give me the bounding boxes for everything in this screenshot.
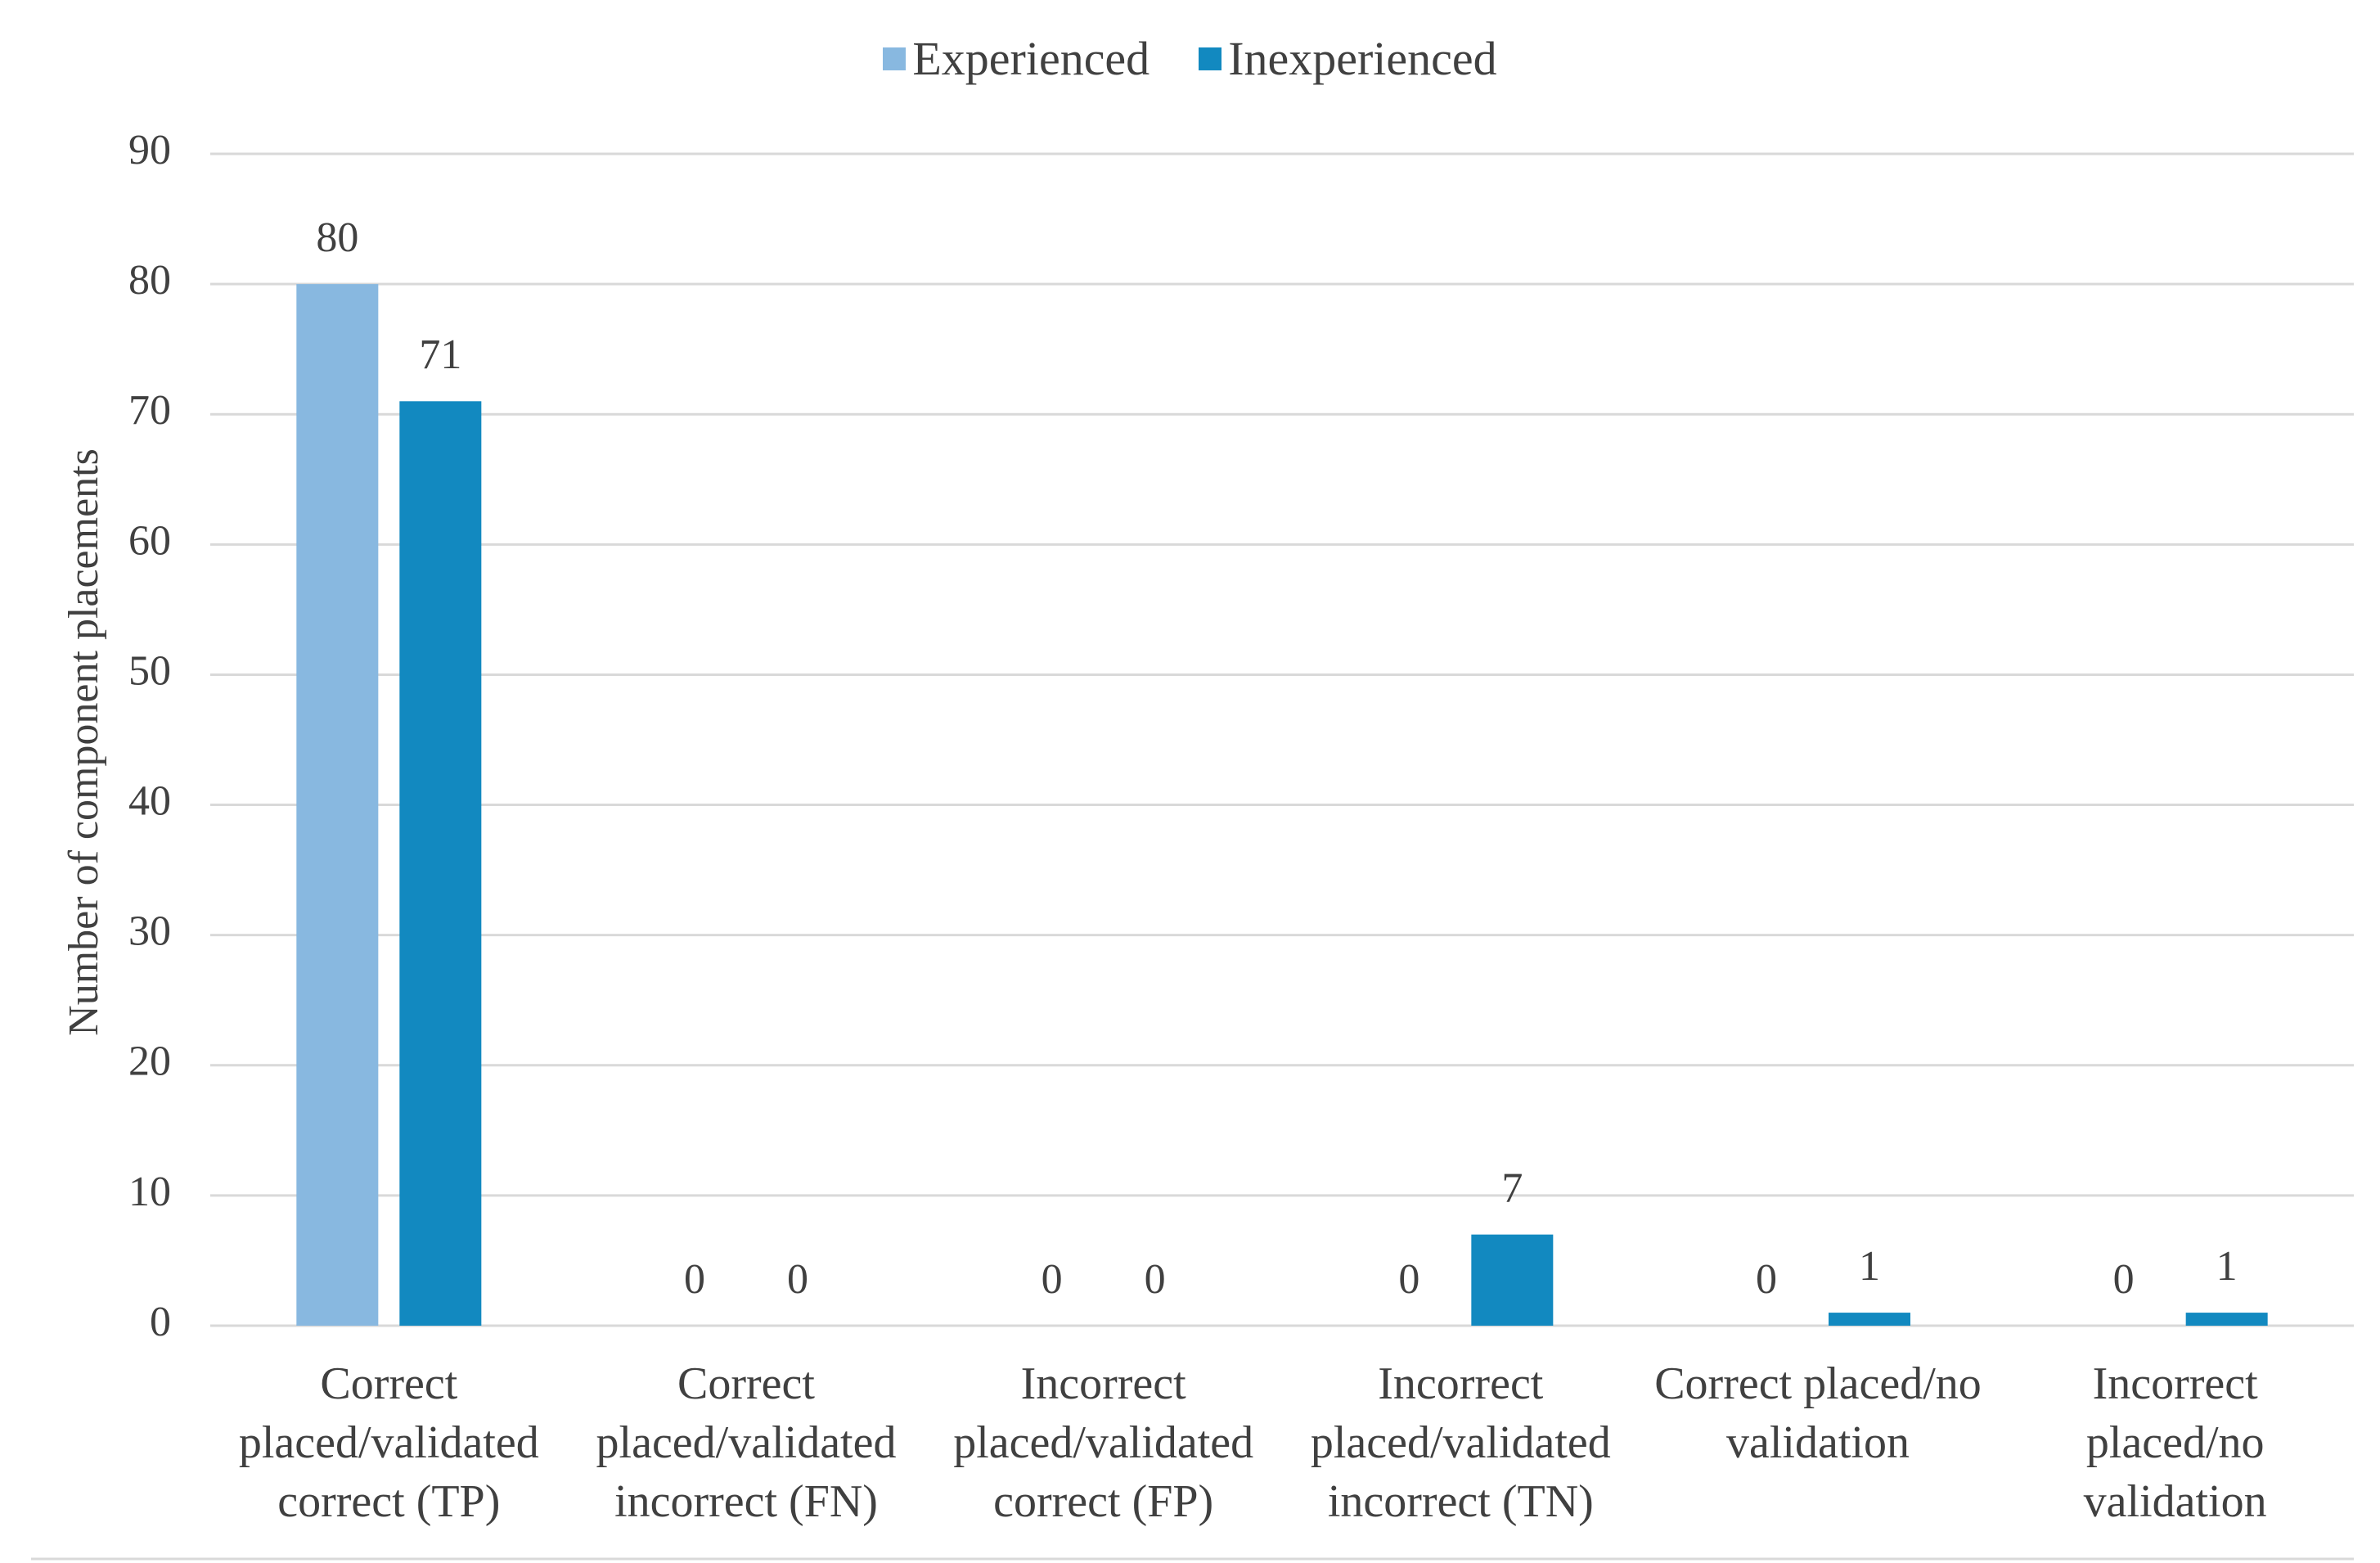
legend-label: Inexperienced: [1228, 32, 1497, 85]
legend-item: Experienced: [883, 31, 1150, 86]
value-label: 1: [2216, 1243, 2238, 1290]
value-label: 80: [316, 214, 358, 261]
legend-label: Experienced: [912, 32, 1150, 85]
value-label: 0: [1042, 1256, 1063, 1303]
x-tick-label: Incorrect placed/validated correct (FP): [953, 1358, 1254, 1527]
x-tick-label: Incorrect placed/no validation: [2083, 1358, 2267, 1527]
x-tick-label: Incorrect placed/validated incorrect (TN…: [1310, 1358, 1611, 1527]
value-label: 71: [419, 331, 461, 378]
legend-swatch: [883, 47, 907, 70]
value-label: 7: [1501, 1165, 1523, 1212]
y-tick-label: 40: [128, 777, 171, 824]
y-axis-title: Number of component placements: [61, 448, 107, 1036]
bar: [399, 401, 482, 1327]
bar: [2185, 1313, 2268, 1326]
x-tick-label: Correct placed/validated incorrect (FN): [596, 1358, 897, 1527]
legend-item: Inexperienced: [1199, 31, 1497, 86]
y-tick-label: 30: [128, 908, 171, 955]
value-label: 0: [1145, 1256, 1166, 1303]
y-tick-label: 70: [128, 387, 171, 434]
value-label: 0: [684, 1256, 705, 1303]
value-label: 0: [787, 1256, 808, 1303]
y-tick-label: 50: [128, 647, 171, 694]
bar: [296, 284, 379, 1327]
value-label: 0: [2113, 1256, 2135, 1303]
x-tick-label: Correct placed/validated correct (TP): [238, 1358, 539, 1527]
value-label: 0: [1756, 1256, 1777, 1303]
y-tick-label: 20: [128, 1038, 171, 1085]
y-tick-label: 0: [150, 1299, 171, 1345]
y-tick-label: 80: [128, 257, 171, 304]
bar: [1471, 1234, 1554, 1326]
x-tick-label: Correct placed/no validation: [1654, 1358, 1982, 1468]
legend-swatch: [1199, 47, 1222, 70]
y-tick-label: 90: [128, 127, 171, 173]
legend: Experienced Inexperienced: [0, 31, 2380, 86]
y-tick-label: 10: [128, 1169, 171, 1215]
value-label: 1: [1859, 1243, 1880, 1290]
y-tick-label: 60: [128, 517, 171, 564]
value-label: 0: [1398, 1256, 1419, 1303]
bar: [1829, 1313, 1910, 1326]
